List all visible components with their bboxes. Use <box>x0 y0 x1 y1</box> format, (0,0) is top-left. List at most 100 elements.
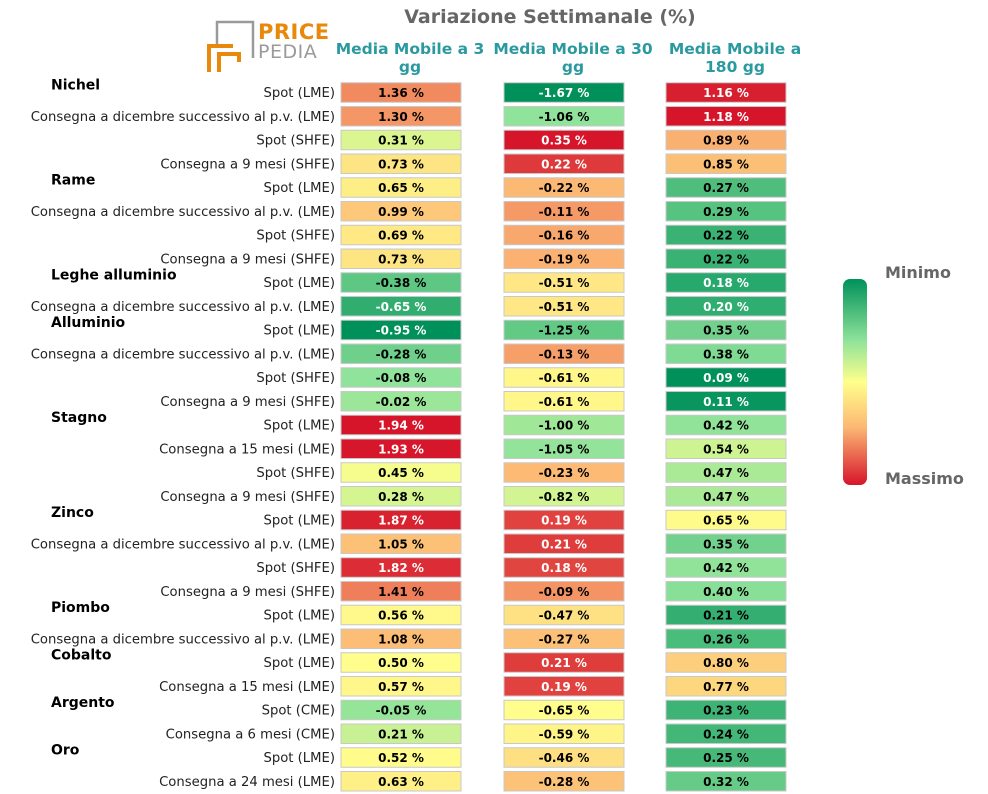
heatmap-cell <box>503 224 625 246</box>
heatmap-cell <box>503 604 625 626</box>
heatmap-cell <box>665 82 787 103</box>
heatmap-cell <box>340 771 462 792</box>
heatmap-cell <box>340 343 462 364</box>
row-label: Spot (SHFE) <box>256 134 335 149</box>
logo-mark-icon <box>207 20 255 72</box>
pricepedia-logo: PRICE PEDIA <box>207 20 329 74</box>
heatmap-cell <box>340 628 462 649</box>
cell-value-label: 0.42 % <box>703 419 749 433</box>
heatmap-cell <box>503 414 625 436</box>
cell-value-label: -0.59 % <box>539 727 590 741</box>
heatmap-cell <box>665 652 787 673</box>
heatmap-cell <box>503 462 625 483</box>
cell-value-label: -0.51 % <box>539 300 590 314</box>
row-label: Consegna a dicembre successivo al p.v. (… <box>31 537 335 552</box>
row-label: Spot (LME) <box>263 656 335 671</box>
cell-value-label: 0.89 % <box>703 134 749 148</box>
row-label: Spot (LME) <box>263 609 335 624</box>
row-label: Consegna a 9 mesi (SHFE) <box>160 490 335 505</box>
cell-value-label: -0.08 % <box>376 371 427 385</box>
heatmap-cell <box>665 296 787 317</box>
cell-value-label: 1.05 % <box>378 537 424 551</box>
heatmap-cell <box>340 699 462 721</box>
cell-value-label: 0.22 % <box>703 229 749 243</box>
heatmap-cell <box>340 248 462 269</box>
heatmap-cell <box>503 628 625 649</box>
heatmap-cell <box>503 581 625 602</box>
cell-value-label: -0.28 % <box>376 347 427 361</box>
heatmap-cell <box>340 652 462 673</box>
row-label: Consegna a dicembre successivo al p.v. (… <box>31 300 335 315</box>
heatmap-cell <box>503 153 625 174</box>
heatmap-cell <box>665 438 787 459</box>
cell-value-label: 0.85 % <box>703 157 749 171</box>
heatmap-cell <box>665 628 787 649</box>
cell-value-label: -1.06 % <box>539 110 590 124</box>
cell-value-label: -1.25 % <box>539 324 590 338</box>
cell-value-label: 0.26 % <box>703 632 749 646</box>
cell-value-label: 1.41 % <box>378 585 424 599</box>
cell-value-label: -0.13 % <box>539 347 590 361</box>
column-header-3gg: Media Mobile a 3 gg <box>335 40 485 76</box>
group-label: Stagno <box>51 410 107 426</box>
cell-value-label: -0.27 % <box>539 632 590 646</box>
heatmap-cell <box>503 129 625 151</box>
cell-value-label: 0.47 % <box>703 466 749 480</box>
cell-value-label: 0.21 % <box>378 727 424 741</box>
heatmap-cell <box>665 153 787 174</box>
row-label: Spot (SHFE) <box>256 229 335 244</box>
group-label: Alluminio <box>51 315 126 331</box>
color-scale-bar <box>843 279 867 485</box>
cell-value-label: -1.00 % <box>539 419 590 433</box>
cell-value-label: 0.31 % <box>378 134 424 148</box>
cell-value-label: 0.42 % <box>703 561 749 575</box>
cell-value-label: -0.23 % <box>539 466 590 480</box>
row-label: Spot (LME) <box>263 751 335 766</box>
heatmap-cell <box>340 747 462 768</box>
column-header-30gg: Media Mobile a 30 gg <box>493 40 653 76</box>
heatmap-cell <box>340 296 462 317</box>
heatmap-cell <box>503 296 625 317</box>
logo-text-pedia: PEDIA <box>258 41 318 63</box>
cell-value-label: 0.57 % <box>378 680 424 694</box>
row-label: Consegna a 9 mesi (SHFE) <box>160 585 335 600</box>
cell-value-label: 0.32 % <box>703 775 749 789</box>
cell-value-label: 0.11 % <box>703 395 749 409</box>
chart-title: Variazione Settimanale (%) <box>404 6 696 28</box>
cell-value-label: 0.40 % <box>703 585 749 599</box>
heatmap-cell <box>340 391 462 412</box>
heatmap-cell <box>665 581 787 602</box>
cell-value-label: -0.19 % <box>539 252 590 266</box>
heatmap-cell <box>503 771 625 792</box>
cell-value-label: 0.18 % <box>541 561 587 575</box>
cell-value-label: 1.08 % <box>378 632 424 646</box>
cell-value-label: -0.82 % <box>539 490 590 504</box>
cell-value-label: 0.54 % <box>703 442 749 456</box>
cell-value-label: 1.82 % <box>378 561 424 575</box>
cell-value-label: -0.95 % <box>376 324 427 338</box>
cell-value-label: 1.94 % <box>378 419 424 433</box>
heatmap-cell <box>665 319 787 341</box>
row-label: Consegna a 9 mesi (SHFE) <box>160 252 335 267</box>
heatmap-cell <box>665 557 787 578</box>
cell-value-label: 0.63 % <box>378 775 424 789</box>
cell-value-label: -0.61 % <box>539 395 590 409</box>
cell-value-label: -0.02 % <box>376 395 427 409</box>
heatmap-cell <box>503 438 625 459</box>
heatmap-cell <box>340 272 462 293</box>
heatmap-cell <box>340 581 462 602</box>
heatmap-cell <box>665 248 787 269</box>
row-label: Spot (SHFE) <box>256 466 335 481</box>
column-header-180gg: Media Mobile a 180 gg <box>668 40 802 76</box>
heatmap-cell <box>340 438 462 459</box>
row-label: Consegna a dicembre successivo al p.v. (… <box>31 632 335 647</box>
cell-value-label: 0.38 % <box>703 347 749 361</box>
cell-value-label: 0.73 % <box>378 157 424 171</box>
heatmap-cell <box>665 391 787 412</box>
cell-value-label: 0.18 % <box>703 276 749 290</box>
cell-value-label: -0.65 % <box>376 300 427 314</box>
row-label: Spot (LME) <box>263 276 335 291</box>
group-label: Leghe alluminio <box>51 268 177 284</box>
cell-value-label: 0.77 % <box>703 680 749 694</box>
